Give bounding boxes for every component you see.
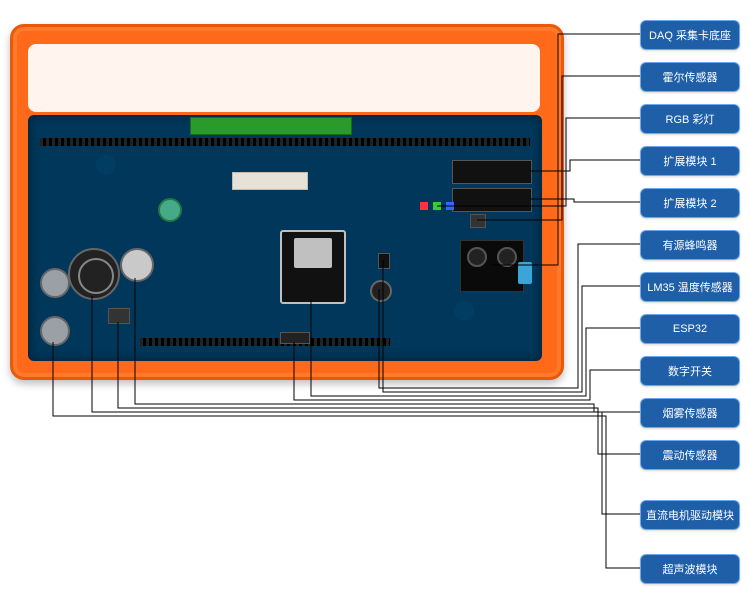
ext-module-2 bbox=[452, 188, 532, 212]
label-text: 直流电机驱动模块 bbox=[646, 507, 734, 523]
label-text: 扩展模块 1 bbox=[663, 153, 716, 169]
label-text: 有源蜂鸣器 bbox=[663, 237, 718, 253]
label-buzz: 有源蜂鸣器 bbox=[640, 230, 740, 260]
label-rgb: RGB 彩灯 bbox=[640, 104, 740, 134]
label-daq: DAQ 采集卡底座 bbox=[640, 20, 740, 50]
dc-motor bbox=[68, 248, 120, 300]
case-inner bbox=[28, 44, 540, 112]
label-vib: 震动传感器 bbox=[640, 440, 740, 470]
label-ext1: 扩展模块 1 bbox=[640, 146, 740, 176]
hall-sensor bbox=[470, 214, 486, 228]
smoke-sensor bbox=[120, 248, 154, 282]
label-text: 扩展模块 2 bbox=[663, 195, 716, 211]
ultrasonic-tx bbox=[40, 268, 70, 298]
screw-terminal bbox=[190, 117, 352, 135]
label-ext2: 扩展模块 2 bbox=[640, 188, 740, 218]
potentiometer bbox=[158, 198, 182, 222]
label-esp32: ESP32 bbox=[640, 314, 740, 344]
label-text: 烟雾传感器 bbox=[663, 405, 718, 421]
label-text: 超声波模块 bbox=[663, 561, 718, 577]
label-text: 数字开关 bbox=[668, 363, 712, 379]
label-text: RGB 彩灯 bbox=[666, 111, 715, 127]
lm35-sensor bbox=[378, 253, 390, 269]
rgb-led bbox=[420, 202, 454, 210]
label-text: LM35 温度传感器 bbox=[647, 279, 733, 295]
label-smoke: 烟雾传感器 bbox=[640, 398, 740, 428]
power-resistor bbox=[232, 172, 308, 190]
ultrasonic-rx bbox=[40, 316, 70, 346]
label-text: 震动传感器 bbox=[663, 447, 718, 463]
daq-socket bbox=[460, 240, 524, 292]
label-text: DAQ 采集卡底座 bbox=[649, 27, 731, 43]
digital-switch bbox=[280, 332, 310, 344]
label-text: 霍尔传感器 bbox=[663, 69, 718, 85]
label-ultra: 超声波模块 bbox=[640, 554, 740, 584]
dht-sensor bbox=[518, 262, 532, 284]
buzzer bbox=[370, 280, 392, 302]
label-hall: 霍尔传感器 bbox=[640, 62, 740, 92]
esp32-module bbox=[280, 230, 346, 304]
pin-header-bot bbox=[140, 338, 390, 346]
pin-header-top bbox=[40, 138, 530, 146]
vibration-sensor bbox=[108, 308, 130, 324]
label-lm35: LM35 温度传感器 bbox=[640, 272, 740, 302]
ext-module-1 bbox=[452, 160, 532, 184]
label-text: ESP32 bbox=[673, 323, 707, 335]
label-dsw: 数字开关 bbox=[640, 356, 740, 386]
label-dcm: 直流电机驱动模块 bbox=[640, 500, 740, 530]
